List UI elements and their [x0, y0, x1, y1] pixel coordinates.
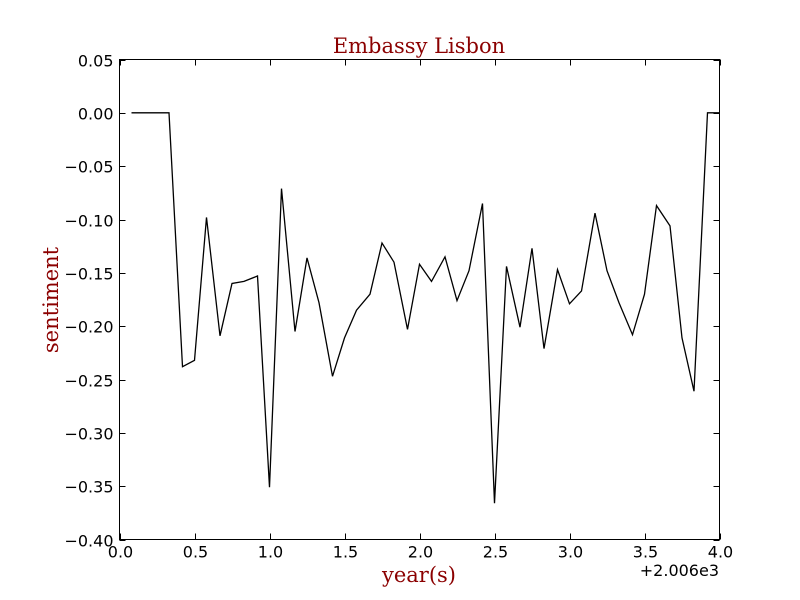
y-tick-label: −0.15 [64, 265, 113, 284]
y-axis-label: sentiment [39, 246, 63, 353]
y-tick-label: −0.35 [64, 478, 113, 497]
x-tick-label: 3.5 [633, 543, 658, 562]
y-axis-ticks: 0.05 0.00 −0.05 −0.10 −0.15 −0.20 −0.25 −0.30 −0… [64, 52, 720, 551]
y-tick-label: −0.10 [64, 212, 113, 231]
x-axis-ticks: 0.0 0.5 1.0 1.5 2.0 2.5 3.0 3.5 4.0 [108, 59, 733, 562]
x-axis-label: year(s) [381, 563, 456, 587]
y-tick-label: −0.20 [64, 318, 113, 337]
y-tick-label: −0.40 [64, 532, 113, 551]
x-tick-label: 1.5 [333, 543, 358, 562]
x-tick-label: 4.0 [708, 543, 733, 562]
x-tick-label: 0.0 [108, 543, 133, 562]
x-tick-label: 2.5 [483, 543, 508, 562]
x-tick-label: 3.0 [558, 543, 583, 562]
y-tick-label: 0.00 [78, 105, 114, 124]
y-tick-label: −0.30 [64, 425, 113, 444]
chart-title: Embassy Lisbon [333, 34, 505, 58]
plot-area-frame [119, 59, 720, 540]
x-tick-label: 0.5 [183, 543, 208, 562]
sentiment-series-line [131, 112, 720, 504]
y-tick-label: −0.05 [64, 158, 113, 177]
y-tick-label: −0.25 [64, 372, 113, 391]
x-tick-label: 1.0 [258, 543, 283, 562]
x-axis-offset-label: +2.006e3 [640, 561, 719, 580]
x-tick-label: 2.0 [408, 543, 433, 562]
y-tick-label: 0.05 [78, 52, 114, 71]
